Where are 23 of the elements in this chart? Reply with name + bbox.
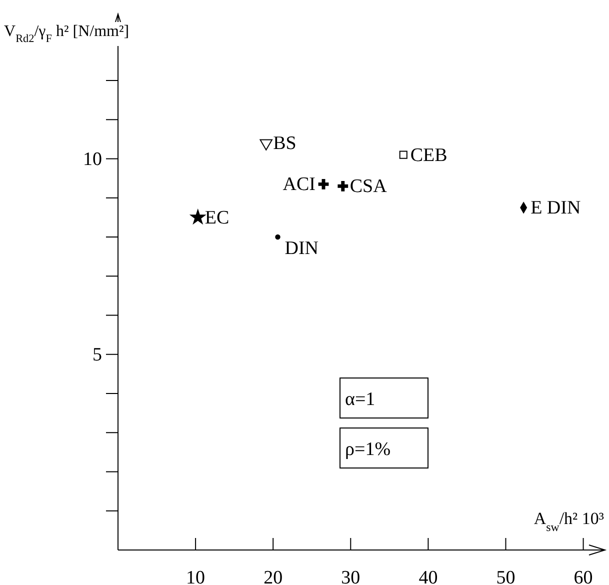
series-label: CSA: [350, 176, 388, 198]
x-tick-label: 10: [186, 567, 206, 585]
series-label: ACI: [282, 174, 316, 196]
series-label: EC: [204, 207, 230, 228]
y-axis-title: V$_{Rd2}$/γ$_{F}$ h² [N/mm²]: [4, 23, 130, 45]
annotation: α=1: [345, 389, 376, 410]
point: [190, 210, 206, 224]
y-tick-label: 5: [92, 344, 102, 366]
x-tick-label: 30: [341, 567, 360, 585]
point: [275, 234, 280, 240]
series-label: CEB: [410, 144, 448, 166]
series-label: DIN: [284, 238, 319, 260]
x-tick-label: 40: [418, 567, 438, 585]
series-label: BS: [273, 133, 296, 154]
point: [318, 178, 329, 190]
x-axis-title: A$_{sw}$/h² 10³: [534, 509, 604, 534]
x-tick-label: 50: [496, 567, 516, 585]
point: [338, 180, 348, 192]
series-label: E DIN: [530, 198, 581, 219]
point: [399, 150, 408, 159]
annotation: ρ=1%: [345, 439, 391, 460]
x-tick-label: 60: [574, 567, 593, 585]
x-tick-label: 20: [264, 567, 283, 585]
